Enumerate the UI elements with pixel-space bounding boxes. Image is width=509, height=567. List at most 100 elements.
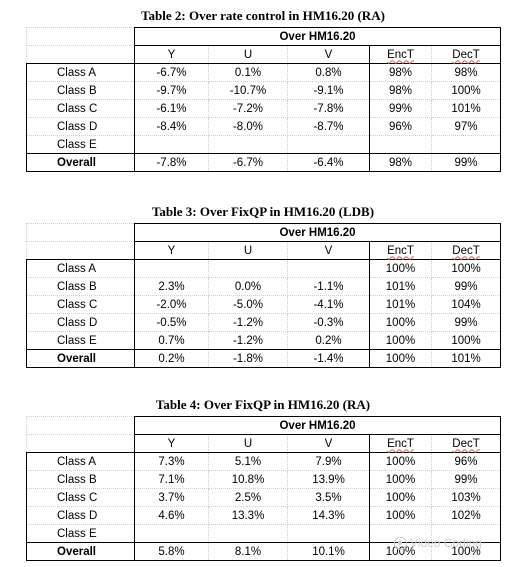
overall-cell: -1.4% bbox=[287, 349, 370, 368]
column-header-label: U bbox=[243, 48, 253, 61]
row-label: Class D bbox=[26, 313, 135, 332]
empty-cell bbox=[26, 45, 135, 64]
table-row: Class A 7.3% 5.1% 7.9% 100% 96% bbox=[26, 452, 502, 471]
table-cell: 3.5% bbox=[287, 488, 370, 507]
results-table: Over HM16.20 Y U V EncT DecT Class A 7.3% 5.1% 7.… bbox=[26, 416, 502, 561]
table-cell: -1.2% bbox=[208, 313, 288, 332]
table-cell: -7.2% bbox=[208, 99, 288, 118]
row-label: Class B bbox=[26, 277, 135, 296]
table-cell: 100% bbox=[369, 506, 432, 525]
table-cell: 98% bbox=[369, 63, 432, 82]
table-cell bbox=[134, 135, 209, 154]
table-cell bbox=[287, 524, 370, 543]
column-header-label: EncT bbox=[387, 48, 414, 61]
column-header-label: U bbox=[243, 437, 253, 450]
overall-cell: 0.2% bbox=[134, 349, 209, 368]
table-cell: 102% bbox=[430, 506, 502, 525]
table-cell: 98% bbox=[369, 81, 432, 100]
column-header-label: V bbox=[324, 48, 333, 61]
overall-row: Overall 5.8% 8.1% 10.1% 100% 100% bbox=[26, 542, 502, 561]
table-cell: 7.9% bbox=[287, 452, 370, 471]
table-cell bbox=[287, 135, 370, 154]
table-cell: 99% bbox=[369, 99, 432, 118]
table-cell: -0.3% bbox=[287, 313, 370, 332]
table-row: Class D -0.5% -1.2% -0.3% 100% 99% bbox=[26, 313, 502, 332]
table-cell: -8.7% bbox=[287, 117, 370, 136]
overall-label: Overall bbox=[26, 349, 135, 368]
column-header: V bbox=[287, 434, 370, 453]
overall-cell: -6.4% bbox=[287, 153, 370, 172]
table-row: Class C -6.1% -7.2% -7.8% 99% 101% bbox=[26, 99, 502, 118]
overall-cell: 100% bbox=[430, 542, 502, 561]
column-header-label: DecT bbox=[452, 244, 480, 257]
column-header-label: EncT bbox=[387, 437, 414, 450]
row-label: Class E bbox=[26, 524, 135, 543]
table-cell: -2.0% bbox=[134, 295, 209, 314]
overall-cell: -6.7% bbox=[208, 153, 288, 172]
table-cell: 100% bbox=[430, 81, 502, 100]
table-cell bbox=[369, 135, 432, 154]
table-cell bbox=[134, 524, 209, 543]
overall-label: Overall bbox=[26, 153, 135, 172]
table-cell: 14.3% bbox=[287, 506, 370, 525]
row-label: Class E bbox=[26, 135, 135, 154]
table-row: Class B -9.7% -10.7% -9.1% 98% 100% bbox=[26, 81, 502, 100]
table-cell: -10.7% bbox=[208, 81, 288, 100]
table-cell: 97% bbox=[430, 117, 502, 136]
column-header-label: EncT bbox=[387, 244, 414, 257]
table-cell: -5.0% bbox=[208, 295, 288, 314]
table-caption: Table 2: Over rate control in HM16.20 (R… bbox=[141, 8, 385, 23]
table-cell: 0.0% bbox=[208, 277, 288, 296]
table-cell: 103% bbox=[430, 488, 502, 507]
empty-cell bbox=[26, 241, 135, 260]
table-cell: 7.3% bbox=[134, 452, 209, 471]
table-cell: -8.0% bbox=[208, 117, 288, 136]
group-header-row: Over HM16.20 bbox=[26, 223, 502, 242]
group-header: Over HM16.20 bbox=[133, 416, 502, 435]
overall-row: Overall 0.2% -1.8% -1.4% 100% 101% bbox=[26, 349, 502, 368]
overall-cell: 98% bbox=[369, 153, 432, 172]
group-header-row: Over HM16.20 bbox=[26, 27, 502, 46]
table-cell: -7.8% bbox=[287, 99, 370, 118]
table-cell: 101% bbox=[430, 99, 502, 118]
row-label: Class C bbox=[26, 295, 135, 314]
table-cell: 5.1% bbox=[208, 452, 288, 471]
table-caption: Table 3: Over FixQP in HM16.20 (LDB) bbox=[151, 204, 375, 219]
table-cell bbox=[134, 259, 209, 278]
column-header: V bbox=[287, 45, 370, 64]
watermark: Video Coding bbox=[394, 536, 482, 550]
table-cell bbox=[208, 135, 288, 154]
column-header: U bbox=[208, 241, 288, 260]
table-cell bbox=[287, 259, 370, 278]
table-cell: 100% bbox=[369, 470, 432, 489]
table-cell: 100% bbox=[369, 488, 432, 507]
column-header: V bbox=[287, 241, 370, 260]
column-header: U bbox=[208, 45, 288, 64]
table-cell: 96% bbox=[369, 117, 432, 136]
overall-cell: 5.8% bbox=[134, 542, 209, 561]
overall-cell: 99% bbox=[430, 153, 502, 172]
column-header-label: Y bbox=[167, 244, 176, 257]
column-header: EncT bbox=[369, 241, 432, 260]
table-cell bbox=[208, 524, 288, 543]
table-cell: -8.4% bbox=[134, 117, 209, 136]
table-cell: -1.1% bbox=[287, 277, 370, 296]
column-header-label: V bbox=[324, 244, 333, 257]
watermark-text: Video Coding bbox=[410, 536, 482, 550]
table-row: Class E bbox=[26, 135, 502, 154]
table-cell: 104% bbox=[430, 295, 502, 314]
column-header-label: Y bbox=[167, 437, 176, 450]
table-cell: 13.9% bbox=[287, 470, 370, 489]
table-cell: 13.3% bbox=[208, 506, 288, 525]
column-header-row: Y U V EncT DecT bbox=[26, 434, 502, 453]
empty-cell bbox=[26, 27, 135, 46]
table-cell: 96% bbox=[430, 452, 502, 471]
table-cell: 99% bbox=[430, 277, 502, 296]
column-header: Y bbox=[134, 241, 209, 260]
table-row: Class D 4.6% 13.3% 14.3% 100% 102% bbox=[26, 506, 502, 525]
column-header-label: DecT bbox=[452, 437, 480, 450]
group-header: Over HM16.20 bbox=[133, 27, 502, 46]
table-cell bbox=[208, 259, 288, 278]
row-label: Class C bbox=[26, 99, 135, 118]
table-cell: 100% bbox=[369, 331, 432, 350]
